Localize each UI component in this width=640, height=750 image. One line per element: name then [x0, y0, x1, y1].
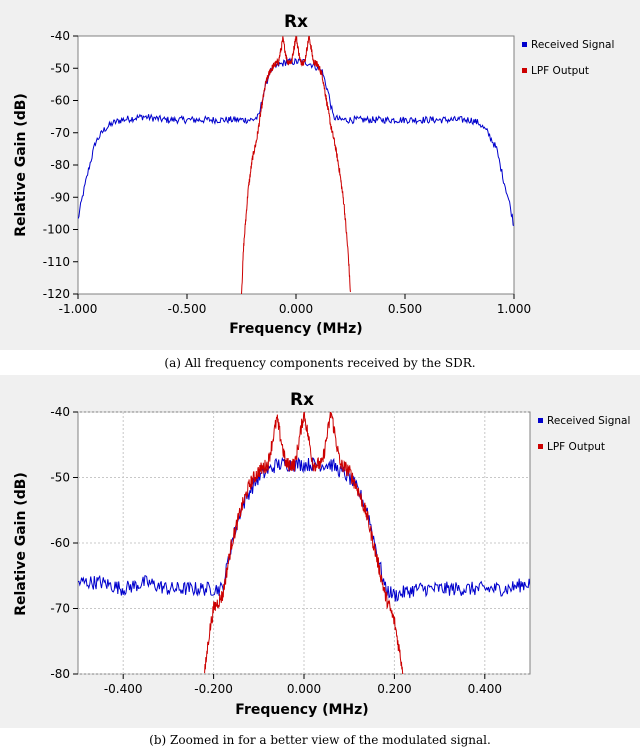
y-tick-label: -70 — [50, 602, 70, 616]
chart-b-y-axis-label: Relative Gain (dB) — [13, 472, 29, 616]
chart-a-y-axis-label: Relative Gain (dB) — [13, 93, 29, 237]
x-tick-label: -1.000 — [59, 302, 98, 316]
chart-panel-b: Rx Frequency (MHz) Relative Gain (dB) -0… — [0, 375, 640, 728]
y-tick-label: -50 — [50, 471, 70, 485]
y-tick-label: -90 — [50, 190, 70, 204]
series-line-received-signal — [78, 57, 514, 227]
chart-b-x-axis-label: Frequency (MHz) — [235, 702, 368, 718]
y-tick-label: -60 — [50, 94, 70, 108]
legend-label: Received Signal — [547, 415, 630, 427]
caption-b: (b) Zoomed in for a better view of the m… — [149, 733, 491, 747]
legend-label: LPF Output — [547, 441, 605, 453]
chart-a-plot-area — [77, 35, 515, 295]
y-tick-label: -100 — [43, 223, 70, 237]
chart-b-title: Rx — [290, 390, 314, 410]
legend-label: LPF Output — [531, 65, 589, 77]
y-tick-label: -80 — [50, 667, 70, 681]
chart-a-title: Rx — [284, 12, 308, 32]
y-tick-label: -110 — [43, 255, 70, 269]
legend-label: Received Signal — [531, 39, 614, 51]
x-tick-label: -0.500 — [168, 302, 207, 316]
x-tick-label: 0.500 — [388, 302, 422, 316]
x-tick-label: 0.400 — [468, 682, 502, 696]
legend-swatch — [538, 444, 543, 449]
series-line-received-signal — [78, 456, 530, 602]
series-line-lpf-output — [241, 36, 351, 294]
x-tick-label: 1.000 — [497, 302, 531, 316]
legend-swatch — [538, 418, 543, 423]
x-tick-label: 0.200 — [377, 682, 411, 696]
y-tick-label: -60 — [50, 536, 70, 550]
x-tick-label: 0.000 — [287, 682, 321, 696]
x-tick-label: -0.200 — [194, 682, 233, 696]
y-tick-label: -40 — [50, 405, 70, 419]
y-tick-label: -120 — [43, 287, 70, 301]
y-tick-label: -50 — [50, 61, 70, 75]
chart-b-svg: Rx Frequency (MHz) Relative Gain (dB) -0… — [13, 390, 630, 718]
y-tick-label: -40 — [50, 29, 70, 43]
x-tick-label: -0.400 — [104, 682, 143, 696]
y-tick-label: -80 — [50, 158, 70, 172]
legend-swatch — [522, 68, 527, 73]
y-tick-label: -70 — [50, 126, 70, 140]
chart-a-x-axis-label: Frequency (MHz) — [229, 321, 362, 337]
chart-a-svg: Rx Frequency (MHz) Relative Gain (dB) -1… — [13, 12, 614, 337]
legend-swatch — [522, 42, 527, 47]
chart-panel-a: Rx Frequency (MHz) Relative Gain (dB) -1… — [0, 0, 640, 350]
x-tick-label: 0.000 — [279, 302, 313, 316]
series-line-lpf-output — [204, 412, 404, 674]
caption-a: (a) All frequency components received by… — [164, 356, 476, 370]
